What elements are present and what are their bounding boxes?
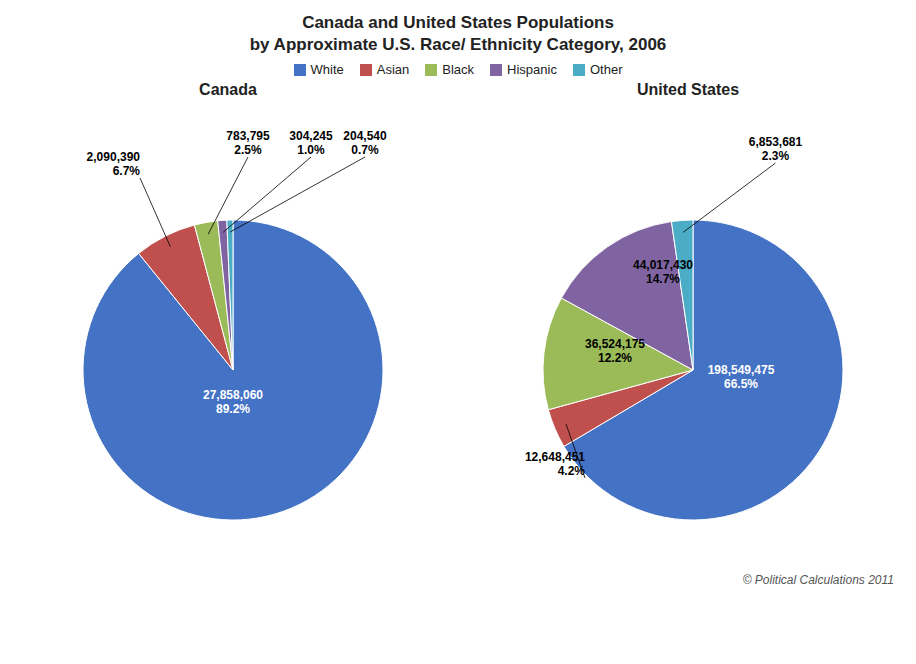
svg-text:12,648,451: 12,648,451 (525, 450, 585, 464)
svg-text:44,017,430: 44,017,430 (633, 258, 693, 272)
svg-text:89.2%: 89.2% (216, 402, 250, 416)
svg-text:27,858,060: 27,858,060 (203, 388, 263, 402)
svg-text:6,853,681: 6,853,681 (749, 135, 803, 149)
svg-text:12.2%: 12.2% (598, 351, 632, 365)
svg-text:1.0%: 1.0% (297, 143, 325, 157)
html-text:Asian: Asian (376, 62, 410, 77)
html-text:Canada: Canada (199, 81, 257, 98)
html-text:Canada and United States Popul: Canada and United States Populations (302, 13, 614, 32)
svg-text:4.2%: 4.2% (558, 464, 586, 478)
svg-text:2.5%: 2.5% (234, 143, 262, 157)
svg-text:783,795: 783,795 (226, 129, 270, 143)
html-text:by Approximate U.S. Race/ Ethn: by Approximate U.S. Race/ Ethnicity Cate… (249, 35, 667, 54)
svg-text:36,524,175: 36,524,175 (585, 337, 645, 351)
html-text:© Political Calculations 2011: © Political Calculations 2011 (742, 573, 894, 587)
svg-text:304,245: 304,245 (289, 129, 333, 143)
svg-text:6.7%: 6.7% (113, 164, 141, 178)
svg-text:0.7%: 0.7% (351, 143, 379, 157)
html-text:United States: United States (636, 81, 740, 98)
svg-text:198,549,475: 198,549,475 (708, 363, 775, 377)
svg-text:66.5%: 66.5% (724, 377, 758, 391)
svg-text:14.7%: 14.7% (646, 272, 680, 286)
html-text:Black: Black (442, 62, 475, 77)
html-text:Other: Other (590, 62, 623, 77)
svg-text:204,540: 204,540 (343, 129, 387, 143)
html-text:White: White (310, 62, 344, 77)
svg-text:2.3%: 2.3% (762, 149, 790, 163)
html-text:Hispanic: Hispanic (507, 62, 557, 77)
svg-text:2,090,390: 2,090,390 (87, 150, 141, 164)
